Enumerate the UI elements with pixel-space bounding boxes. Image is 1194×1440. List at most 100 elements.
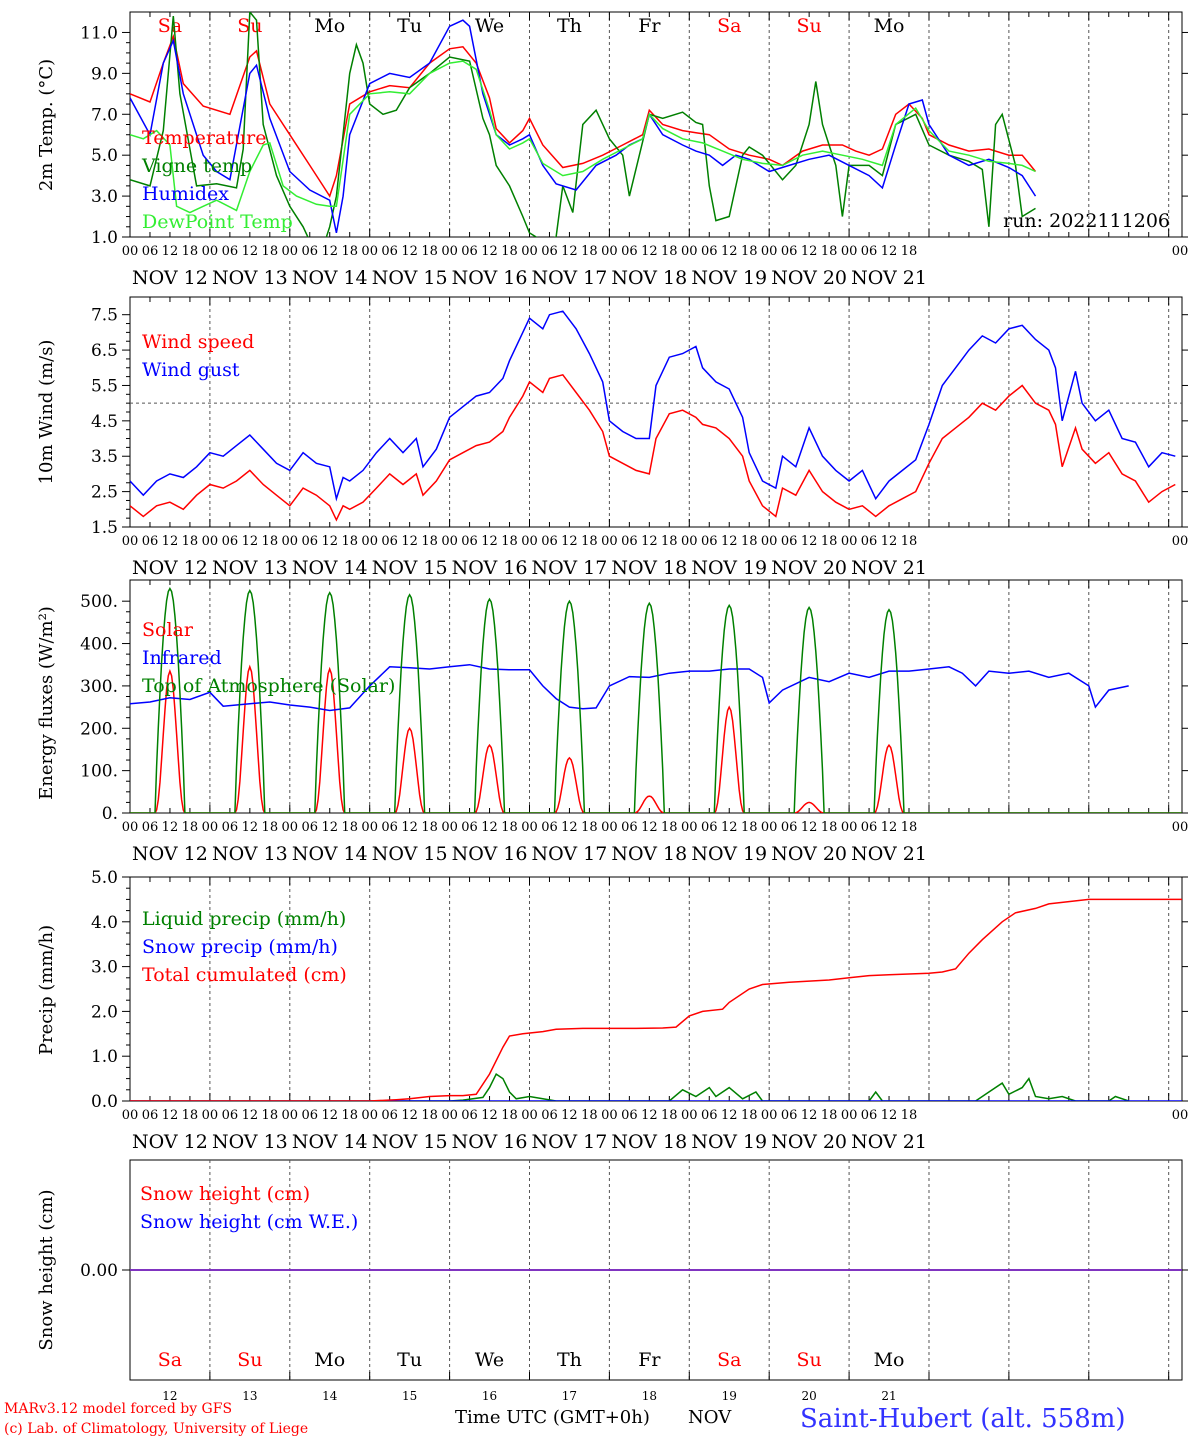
x-date-label: NOV 21 [851,267,927,289]
legend-entry: Solar [142,619,194,641]
legend-entry: Top of Atmosphere (Solar) [142,675,395,697]
x-hour-label: 00 [841,534,858,549]
x-date-label: NOV 14 [292,843,368,865]
y-axis-label: Precip (mm/h) [36,925,57,1055]
x-hour-label: 00 [202,244,219,259]
x-date-label: NOV 17 [532,267,608,289]
y-tick-label: 3.0 [91,187,118,207]
x-hour-label: 18 [262,1108,279,1123]
day-number-label: 12 [162,1389,177,1403]
x-date-label: NOV 18 [611,1131,687,1153]
day-name-label: Sa [717,1349,741,1371]
x-date-label: NOV 12 [132,843,208,865]
x-hour-label: 12 [401,244,418,259]
x-hour-label: 18 [501,820,518,835]
day-name-label: Mo [314,15,345,37]
x-hour-label: 00 [681,1108,698,1123]
x-hour-label: 06 [781,1108,798,1123]
x-hour-label: 18 [901,820,918,835]
x-hour-label: 12 [641,1108,658,1123]
day-name-label: Fr [638,1349,661,1371]
day-number-label: 17 [562,1389,577,1403]
y-tick-label: 5.5 [91,376,118,396]
x-hour-label: 00 [841,820,858,835]
x-hour-label: 12 [721,534,738,549]
x-hour-label: 00 [841,244,858,259]
x-hour-label: 06 [301,534,318,549]
series-line-humidex [130,19,1037,234]
legend-entry: Wind gust [142,359,240,381]
series-line-temperature [130,33,1037,198]
legend-entry: Total cumulated (cm) [142,964,347,986]
x-hour-label: 00 [122,534,139,549]
x-hour-label: 12 [162,1108,179,1123]
x-hour-label: 12 [721,244,738,259]
y-tick-label: 1.0 [91,1047,118,1067]
x-hour-label: 12 [162,534,179,549]
x-hour-label: 18 [262,820,279,835]
x-hour-label: 18 [581,820,598,835]
x-date-label: NOV 20 [771,1131,847,1153]
day-name-label: Sa [717,15,741,37]
x-hour-label: 00 [282,1108,299,1123]
x-hour-label: 06 [621,244,638,259]
x-hour-label: 18 [581,244,598,259]
x-hour-label: 18 [501,244,518,259]
x-date-label: NOV 13 [212,1131,288,1153]
x-hour-label: 18 [501,534,518,549]
x-hour-label: 12 [801,244,818,259]
x-hour-label: 06 [461,534,478,549]
x-hour-label: 12 [721,820,738,835]
x-hour-label: 06 [701,820,718,835]
day-name-label: Sa [158,15,182,37]
legend-entry: Humidex [142,183,229,205]
x-hour-label: 06 [541,244,558,259]
x-hour-label: 18 [661,1108,678,1123]
x-hour-label: 12 [881,244,898,259]
x-date-label: NOV 16 [452,557,528,579]
day-name-label: Mo [874,15,905,37]
y-axis-label: Energy fluxes (W/m²) [36,606,57,800]
x-hour-label: 06 [381,820,398,835]
day-number-label: 21 [881,1389,896,1403]
x-date-label: NOV 19 [691,843,767,865]
series-layer [130,310,1176,522]
y-axis-label: 10m Wind (m/s) [36,340,57,485]
x-hour-label: 18 [501,1108,518,1123]
x-date-label: NOV 14 [292,267,368,289]
series-line-infrared [130,663,1129,712]
series-line-vigne-temp [130,12,1036,237]
series-line-wind-speed [130,373,1176,522]
y-axis-label: 2m Temp. (°C) [36,59,57,191]
x-hour-label: 00 [761,820,778,835]
x-hour-label: 00 [761,244,778,259]
x-hour-label: 00 [122,1108,139,1123]
x-hour-label: 12 [242,1108,259,1123]
day-name-label: Mo [874,1349,905,1371]
panel-snow: 0.00 Snow height (cm) Sa Su Mo Tu We Th Fr Sa Su Mo… [36,1159,1188,1403]
run-label: run: 2022111206 [1003,210,1170,232]
day-name-label: Su [797,15,822,37]
x-date-label: NOV 12 [132,1131,208,1153]
x-hour-label: 06 [142,244,159,259]
y-tick-label: 11.0 [80,23,118,43]
x-hour-label: 06 [142,534,159,549]
y-tick-label: 300. [80,677,118,697]
x-date-label: NOV 18 [611,843,687,865]
x-hour-label: 12 [481,244,498,259]
x-hour-label: 18 [182,244,199,259]
x-hour-label: 12 [162,244,179,259]
x-hour-label: 06 [701,244,718,259]
lab-credit-text: (c) Lab. of Climatology, University of L… [4,1421,308,1437]
day-name-label: Th [557,15,582,37]
plot-frame [129,296,1183,528]
x-date-label: NOV 17 [532,557,608,579]
x-hour-label: 00 [681,534,698,549]
x-hour-label: 12 [401,1108,418,1123]
station-title: Saint-Hubert (alt. 558m) [800,1404,1126,1434]
x-date-label: NOV 16 [452,1131,528,1153]
legend-entry: Snow precip (mm/h) [142,936,338,958]
